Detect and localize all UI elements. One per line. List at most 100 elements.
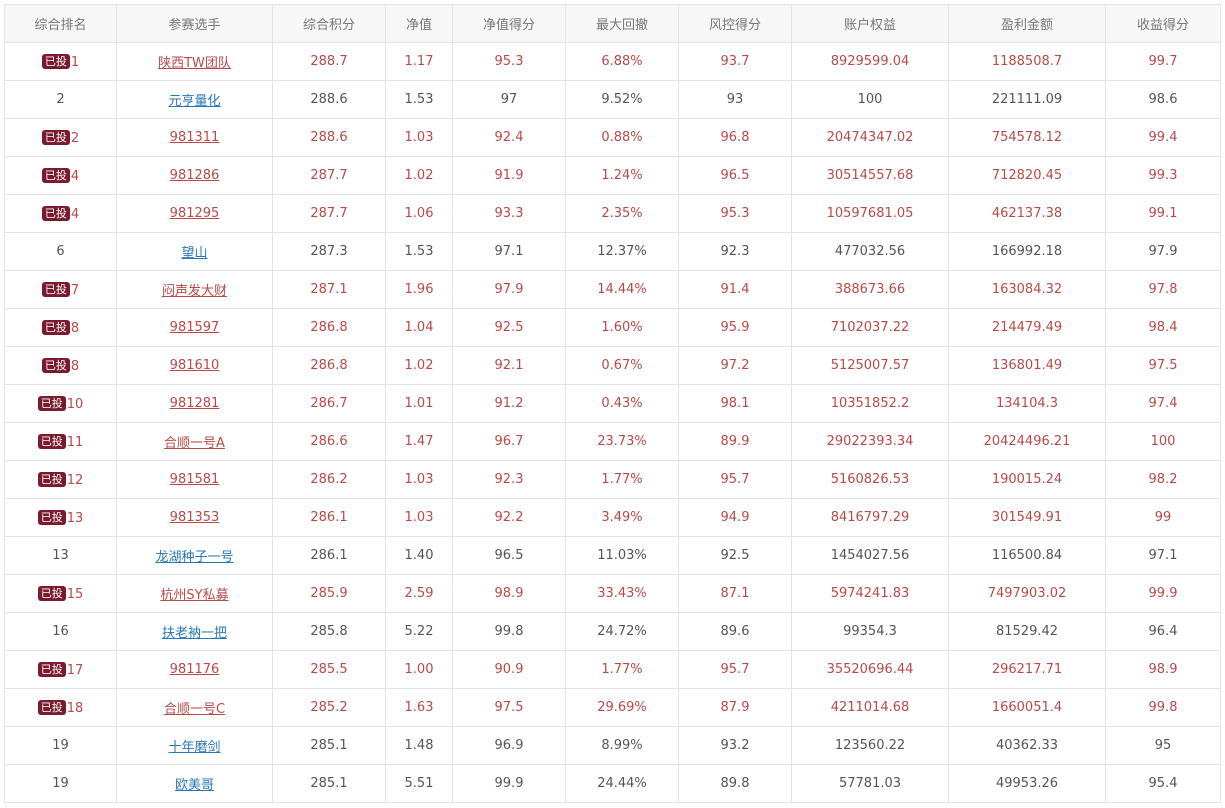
nav-cell: 1.40 <box>385 536 453 575</box>
table-row: 已投 8 981597 286.8 1.04 92.5 1.60% 95.9 71… <box>4 308 1221 347</box>
column-header-max-drawdown[interactable]: 最大回撤 <box>565 4 679 43</box>
total-score-cell: 285.8 <box>272 612 386 651</box>
table-row: 已投 4 981295 287.7 1.06 93.3 2.35% 95.3 10… <box>4 194 1221 233</box>
total-score-cell: 286.8 <box>272 346 386 385</box>
player-link[interactable]: 981281 <box>169 396 220 411</box>
profit-cell: 754578.12 <box>948 118 1106 157</box>
return-score-cell: 97.9 <box>1105 232 1221 271</box>
nav-cell: 1.47 <box>385 422 453 461</box>
return-score-cell: 98.6 <box>1105 80 1221 119</box>
invested-badge: 已投 <box>41 53 70 69</box>
invested-badge: 已投 <box>41 167 70 183</box>
player-cell: 十年磨剑 <box>116 726 273 765</box>
column-header-equity[interactable]: 账户权益 <box>791 4 949 43</box>
profit-cell: 296217.71 <box>948 650 1106 689</box>
table-header: 综合排名 参赛选手 综合积分 净值 净值得分 最大回撤 风控得分 账户权益 盈利… <box>4 4 1221 43</box>
total-score-cell: 285.2 <box>272 688 386 727</box>
profit-cell: 163084.32 <box>948 270 1106 309</box>
return-score-cell: 97.8 <box>1105 270 1221 309</box>
profit-cell: 1188508.7 <box>948 42 1106 81</box>
equity-cell: 5974241.83 <box>791 574 949 613</box>
player-link[interactable]: 杭州SY私募 <box>160 588 229 603</box>
invested-badge: 已投 <box>37 585 66 601</box>
player-link[interactable]: 扶老衲一把 <box>161 626 227 641</box>
player-link[interactable]: 闷声发大财 <box>161 284 227 299</box>
table-row: 19 十年磨剑 285.1 1.48 96.9 8.99% 93.2 12356… <box>4 726 1221 765</box>
rank-cell: 16 <box>4 612 117 651</box>
column-header-nav-score[interactable]: 净值得分 <box>452 4 566 43</box>
column-header-player[interactable]: 参赛选手 <box>116 4 273 43</box>
player-link[interactable]: 龙湖种子一号 <box>155 550 234 565</box>
player-link[interactable]: 欧美哥 <box>174 778 214 793</box>
invested-badge: 已投 <box>37 699 66 715</box>
return-score-cell: 99 <box>1105 498 1221 537</box>
header-row: 综合排名 参赛选手 综合积分 净值 净值得分 最大回撤 风控得分 账户权益 盈利… <box>4 4 1221 43</box>
equity-cell: 30514557.68 <box>791 156 949 195</box>
risk-score-cell: 95.9 <box>678 308 792 347</box>
rank-cell: 已投 8 <box>4 346 117 385</box>
column-header-rank[interactable]: 综合排名 <box>4 4 117 43</box>
rank-value: 15 <box>66 586 84 602</box>
player-link[interactable]: 十年磨剑 <box>168 740 221 755</box>
equity-cell: 100 <box>791 80 949 119</box>
profit-cell: 116500.84 <box>948 536 1106 575</box>
nav-cell: 1.06 <box>385 194 453 233</box>
column-header-return-score[interactable]: 收益得分 <box>1105 4 1221 43</box>
column-header-total-score[interactable]: 综合积分 <box>272 4 386 43</box>
player-link[interactable]: 981311 <box>169 130 220 145</box>
player-link[interactable]: 合顺一号C <box>163 702 226 717</box>
risk-score-cell: 95.7 <box>678 460 792 499</box>
player-cell: 龙湖种子一号 <box>116 536 273 575</box>
column-header-nav[interactable]: 净值 <box>385 4 453 43</box>
player-cell: 扶老衲一把 <box>116 612 273 651</box>
profit-cell: 81529.42 <box>948 612 1106 651</box>
total-score-cell: 286.6 <box>272 422 386 461</box>
player-link[interactable]: 981581 <box>169 472 220 487</box>
table-row: 已投 13 981353 286.1 1.03 92.2 3.49% 94.9 8… <box>4 498 1221 537</box>
nav-cell: 1.03 <box>385 118 453 157</box>
rank-cell: 已投 15 <box>4 574 117 613</box>
return-score-cell: 99.4 <box>1105 118 1221 157</box>
nav-score-cell: 97 <box>452 80 566 119</box>
table-row: 2 元亨量化 288.6 1.53 97 9.52% 93 100 221111… <box>4 80 1221 119</box>
risk-score-cell: 95.3 <box>678 194 792 233</box>
player-link[interactable]: 981610 <box>169 358 220 373</box>
equity-cell: 8416797.29 <box>791 498 949 537</box>
rank-cell: 已投 2 <box>4 118 117 157</box>
table-row: 已投 8 981610 286.8 1.02 92.1 0.67% 97.2 51… <box>4 346 1221 385</box>
rank-cell: 2 <box>4 80 117 119</box>
player-link[interactable]: 望山 <box>181 246 208 261</box>
total-score-cell: 285.1 <box>272 726 386 765</box>
player-link[interactable]: 合顺一号A <box>164 436 225 451</box>
player-link[interactable]: 981286 <box>169 168 220 183</box>
total-score-cell: 286.8 <box>272 308 386 347</box>
player-link[interactable]: 981176 <box>169 662 220 677</box>
player-cell: 杭州SY私募 <box>116 574 273 613</box>
equity-cell: 20474347.02 <box>791 118 949 157</box>
player-cell: 981286 <box>116 156 273 195</box>
rank-cell: 已投 18 <box>4 688 117 727</box>
player-link[interactable]: 981597 <box>169 320 220 335</box>
player-cell: 981311 <box>116 118 273 157</box>
player-link[interactable]: 元亨量化 <box>168 94 221 109</box>
rank-value: 19 <box>52 776 69 791</box>
player-link[interactable]: 981295 <box>169 206 220 221</box>
rank-cell: 已投 10 <box>4 384 117 423</box>
total-score-cell: 286.2 <box>272 460 386 499</box>
rank-value: 1 <box>70 54 80 70</box>
player-link[interactable]: 陕西TW团队 <box>158 56 231 71</box>
player-cell: 合顺一号A <box>116 422 273 461</box>
table-row: 已投 7 闷声发大财 287.1 1.96 97.9 14.44% 91.4 38… <box>4 270 1221 309</box>
equity-cell: 29022393.34 <box>791 422 949 461</box>
nav-score-cell: 91.9 <box>452 156 566 195</box>
risk-score-cell: 93.7 <box>678 42 792 81</box>
column-header-risk-score[interactable]: 风控得分 <box>678 4 792 43</box>
column-header-profit[interactable]: 盈利金额 <box>948 4 1106 43</box>
invested-badge: 已投 <box>37 661 66 677</box>
player-link[interactable]: 981353 <box>169 510 220 525</box>
return-score-cell: 95 <box>1105 726 1221 765</box>
nav-score-cell: 92.3 <box>452 460 566 499</box>
return-score-cell: 96.4 <box>1105 612 1221 651</box>
max-drawdown-cell: 12.37% <box>565 232 679 271</box>
nav-cell: 1.48 <box>385 726 453 765</box>
